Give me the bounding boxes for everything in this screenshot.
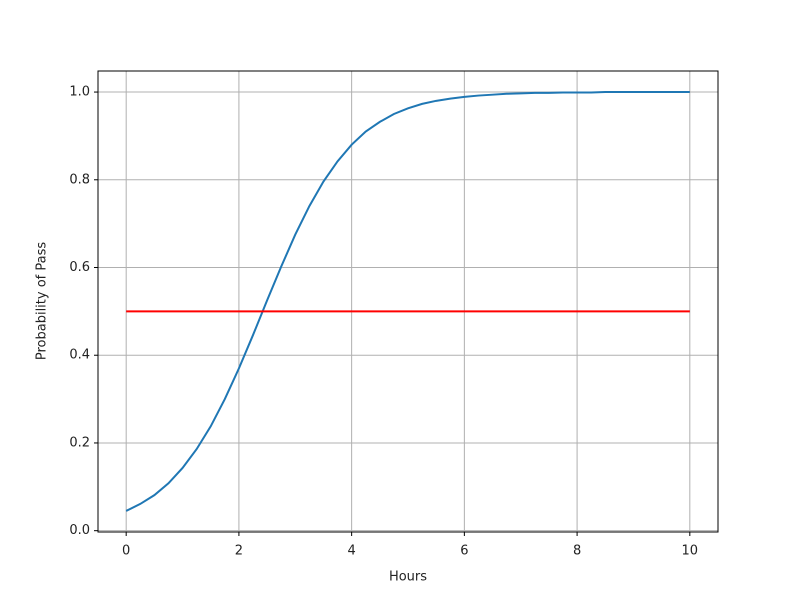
line-series xyxy=(125,91,690,512)
x-tick-label: 2 xyxy=(235,544,243,559)
y-tick-label: 0.2 xyxy=(69,435,90,450)
y-tick-label: 0.4 xyxy=(69,348,90,363)
plot-area xyxy=(98,71,718,532)
y-tick-label: 1.0 xyxy=(69,85,90,100)
x-tick-label: 0 xyxy=(122,544,130,559)
x-axis-label: Hours xyxy=(389,570,427,585)
y-tick-label: 0.8 xyxy=(69,172,90,187)
x-tick-label: 6 xyxy=(460,544,468,559)
x-tick-label: 10 xyxy=(682,544,699,559)
x-tick-label: 4 xyxy=(347,544,355,559)
axes-frame xyxy=(97,70,719,533)
y-axis-label: Probability of Pass xyxy=(35,242,50,361)
y-tick-label: 0.6 xyxy=(69,260,90,275)
y-tick-label: 0.0 xyxy=(69,523,90,538)
x-tick-label: 8 xyxy=(573,544,581,559)
